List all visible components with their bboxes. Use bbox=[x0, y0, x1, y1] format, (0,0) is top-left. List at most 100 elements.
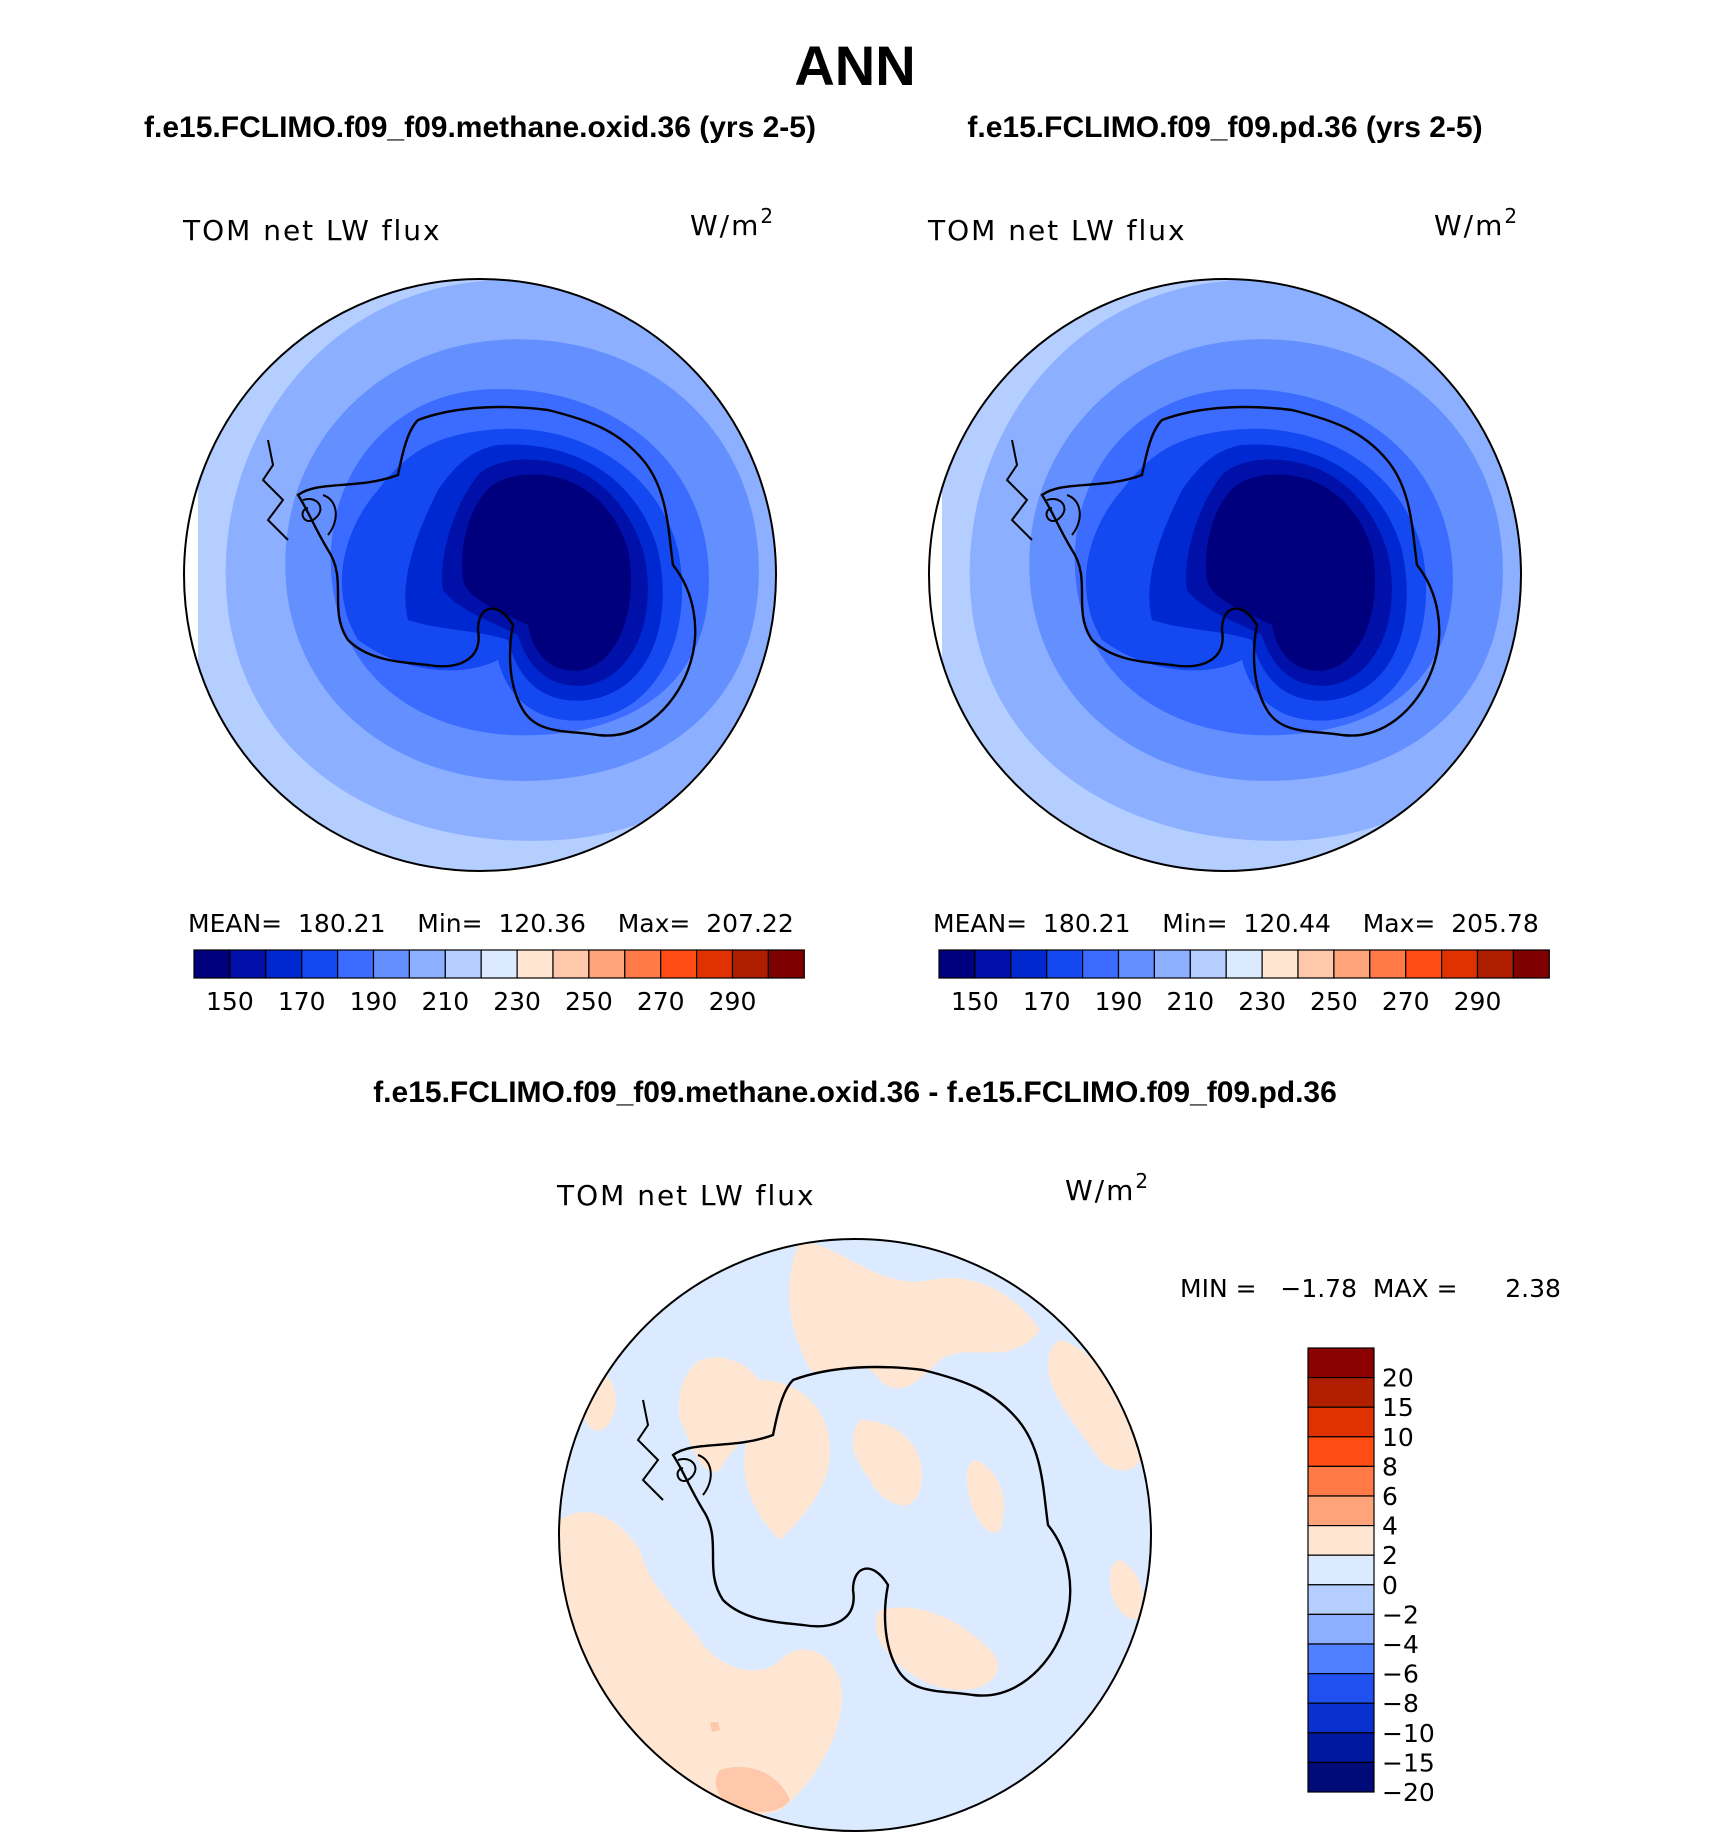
figure-title: ANN bbox=[794, 34, 915, 97]
colorbar-tick-label: 290 bbox=[1454, 987, 1502, 1016]
panel-left-case-title: f.e15.FCLIMO.f09_f09.methane.oxid.36 (yr… bbox=[144, 111, 816, 144]
panel-right-stats: MEAN= 180.21 Min= 120.44 Max= 205.78 bbox=[933, 909, 1539, 938]
colorbar-swatch bbox=[193, 949, 231, 979]
colorbar-tick-label: 0 bbox=[1382, 1571, 1398, 1600]
map-boundary-left bbox=[183, 278, 777, 872]
diff-units-label: W/m2 bbox=[1065, 1169, 1150, 1207]
colorbar-swatch bbox=[1307, 1732, 1375, 1764]
colorbar-swatch bbox=[1189, 949, 1227, 979]
panel-left-units-label: W/m2 bbox=[690, 204, 775, 242]
colorbar-swatch bbox=[1297, 949, 1335, 979]
colorbar-swatch bbox=[1440, 949, 1479, 979]
panel-left-variable-label: TOM net LW flux bbox=[182, 214, 442, 247]
colorbar-tick-label: 290 bbox=[709, 987, 757, 1016]
colorbar-left: 150 170 190 210 230 250 270 290 bbox=[193, 949, 805, 1016]
colorbar-swatch bbox=[480, 949, 518, 979]
colorbar-swatch bbox=[1307, 1702, 1375, 1734]
colorbar-tick-label: 230 bbox=[493, 987, 541, 1016]
colorbar-swatch bbox=[265, 949, 303, 979]
colorbar-swatch bbox=[695, 949, 734, 979]
panel-right: f.e15.FCLIMO.f09_f09.pd.36 (yrs 2-5) TOM… bbox=[927, 111, 1550, 1016]
colorbar-swatch bbox=[1307, 1613, 1375, 1645]
colorbar-tick-label: −6 bbox=[1382, 1660, 1419, 1689]
colorbar-swatch bbox=[1405, 949, 1443, 979]
colorbar-swatch bbox=[1307, 1524, 1375, 1556]
units-text: W/m bbox=[1434, 209, 1504, 242]
colorbar-tick-label: 8 bbox=[1382, 1452, 1398, 1481]
units-superscript: 2 bbox=[1135, 1169, 1150, 1193]
panel-left: f.e15.FCLIMO.f09_f09.methane.oxid.36 (yr… bbox=[144, 111, 816, 1016]
colorbar-tick-label: 2 bbox=[1382, 1541, 1398, 1570]
colorbar-swatch bbox=[1307, 1672, 1375, 1704]
colorbar-swatch bbox=[1307, 1347, 1375, 1379]
colorbar-swatch bbox=[1225, 949, 1263, 979]
colorbar-tick-label: 250 bbox=[1310, 987, 1358, 1016]
colorbar-swatch bbox=[1307, 1436, 1375, 1468]
units-superscript: 2 bbox=[1504, 204, 1519, 228]
colorbar-swatch bbox=[229, 949, 267, 979]
map-boundary-difference bbox=[558, 1238, 1152, 1832]
colorbar-tick-label: −4 bbox=[1382, 1630, 1419, 1659]
colorbar-swatch bbox=[588, 949, 626, 979]
colorbar-tick-label: 170 bbox=[1023, 987, 1071, 1016]
colorbar-swatch bbox=[1333, 949, 1371, 979]
colorbar-swatch bbox=[1046, 949, 1084, 979]
colorbar-tick-label: 210 bbox=[421, 987, 469, 1016]
colorbar-swatch bbox=[516, 949, 554, 979]
colorbar-swatch bbox=[1307, 1406, 1375, 1438]
colorbar-tick-label: 250 bbox=[565, 987, 613, 1016]
colorbar-tick-label: 270 bbox=[1382, 987, 1430, 1016]
colorbar-swatch bbox=[372, 949, 411, 979]
colorbar-tick-label: 190 bbox=[1095, 987, 1143, 1016]
colorbar-tick-label: −10 bbox=[1382, 1719, 1435, 1748]
colorbar-tick-label: 230 bbox=[1238, 987, 1286, 1016]
colorbar-swatch bbox=[1307, 1465, 1375, 1497]
panel-left-stats: MEAN= 180.21 Min= 120.36 Max= 207.22 bbox=[188, 909, 794, 938]
colorbar-swatch bbox=[1307, 1643, 1375, 1675]
colorbar-swatch bbox=[1117, 949, 1156, 979]
colorbar-swatch bbox=[1307, 1584, 1375, 1616]
colorbar-tick-label: −2 bbox=[1382, 1600, 1419, 1629]
colorbar-swatch bbox=[767, 949, 805, 979]
panel-right-units-label: W/m2 bbox=[1434, 204, 1519, 242]
colorbar-swatch bbox=[1307, 1376, 1375, 1408]
panel-right-variable-label: TOM net LW flux bbox=[927, 214, 1187, 247]
colorbar-swatch bbox=[974, 949, 1012, 979]
colorbar-swatch bbox=[444, 949, 482, 979]
colorbar-swatch bbox=[1307, 1761, 1375, 1793]
colorbar-swatch bbox=[1153, 949, 1191, 979]
panel-right-case-title: f.e15.FCLIMO.f09_f09.pd.36 (yrs 2-5) bbox=[967, 111, 1482, 144]
colorbar-swatch bbox=[1010, 949, 1048, 979]
colorbar-swatch bbox=[301, 949, 339, 979]
colorbar-tick-label: 210 bbox=[1166, 987, 1214, 1016]
colorbar-tick-label: 15 bbox=[1382, 1393, 1414, 1422]
colorbar-tick-label: 190 bbox=[350, 987, 398, 1016]
units-superscript: 2 bbox=[760, 204, 775, 228]
colorbar-tick-label: −8 bbox=[1382, 1689, 1419, 1718]
colorbar-swatch bbox=[1369, 949, 1407, 979]
colorbar-swatch bbox=[408, 949, 446, 979]
colorbar-right: 150 170 190 210 230 250 270 290 bbox=[938, 949, 1550, 1016]
colorbar-swatch bbox=[1307, 1554, 1375, 1586]
colorbar-swatch bbox=[1476, 949, 1515, 979]
colorbar-swatch bbox=[938, 949, 976, 979]
colorbar-swatch bbox=[337, 949, 375, 979]
colorbar-tick-label: 170 bbox=[278, 987, 326, 1016]
diff-variable-label: TOM net LW flux bbox=[556, 1179, 816, 1212]
map-boundary-right bbox=[928, 278, 1522, 872]
units-text: W/m bbox=[1065, 1174, 1135, 1207]
units-text: W/m bbox=[690, 209, 760, 242]
diff-title: f.e15.FCLIMO.f09_f09.methane.oxid.36 - f… bbox=[373, 1076, 1337, 1109]
colorbar-swatch bbox=[1512, 949, 1550, 979]
colorbar-swatch bbox=[731, 949, 770, 979]
colorbar-swatch bbox=[1081, 949, 1120, 979]
colorbar-swatch bbox=[1307, 1495, 1375, 1527]
panel-difference: f.e15.FCLIMO.f09_f09.methane.oxid.36 - f… bbox=[373, 1076, 1561, 1832]
colorbar-swatch bbox=[552, 949, 590, 979]
colorbar-swatch bbox=[660, 949, 698, 979]
colorbar-tick-label: 150 bbox=[951, 987, 999, 1016]
colorbar-tick-label: −15 bbox=[1382, 1748, 1435, 1777]
colorbar-tick-label: 20 bbox=[1382, 1364, 1414, 1393]
diff-min-max: MIN = −1.78 MAX = 2.38 bbox=[1180, 1274, 1561, 1303]
